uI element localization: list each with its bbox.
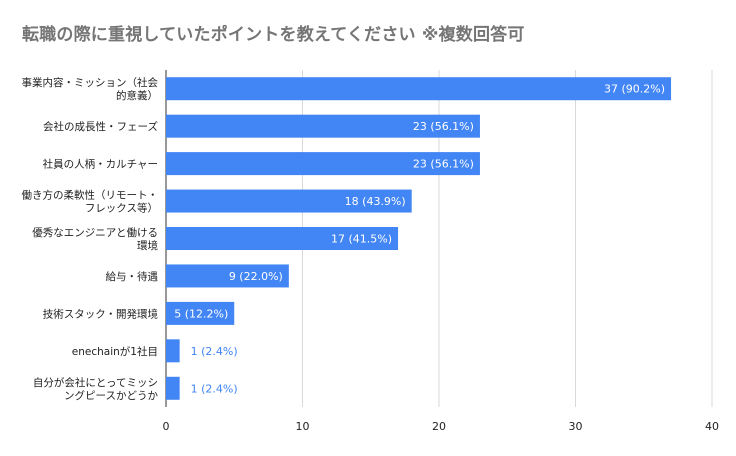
category-label-line: ングピースかどうか xyxy=(64,389,158,402)
bar xyxy=(166,152,480,176)
category-label-line: 社員の人柄・カルチャー xyxy=(43,158,158,171)
category-label: 会社の成長性・フェーズ xyxy=(43,120,158,133)
x-tick-label: 40 xyxy=(705,420,719,433)
category-label-line: 自分が会社にとってミッシ xyxy=(33,376,158,389)
x-tick-label: 30 xyxy=(569,420,583,433)
data-label: 18 (43.9%) xyxy=(345,195,406,208)
category-label-line: 会社の成長性・フェーズ xyxy=(43,120,158,133)
chart-title: 転職の際に重視していたポイントを教えてください ※複数回答可 xyxy=(22,25,525,45)
category-label-line: 環境 xyxy=(137,239,158,252)
category-label: 技術スタック・開発環境 xyxy=(43,307,158,320)
category-label: 事業内容・ミッション（社会的意義） xyxy=(22,76,159,102)
bar xyxy=(166,339,180,363)
x-tick-label: 0 xyxy=(163,420,170,433)
category-label-line: enechainが1社目 xyxy=(72,345,158,358)
x-tick-label: 20 xyxy=(432,420,446,433)
data-label: 5 (12.2%) xyxy=(174,307,228,320)
data-label: 1 (2.4%) xyxy=(191,382,238,395)
category-label-line: 技術スタック・開発環境 xyxy=(43,307,158,320)
bar xyxy=(166,114,480,138)
data-label: 1 (2.4%) xyxy=(191,345,238,358)
bar xyxy=(166,264,289,288)
bar xyxy=(166,301,235,325)
data-label: 17 (41.5%) xyxy=(331,233,392,246)
x-tick-label: 10 xyxy=(296,420,310,433)
category-label-line: フレックス等） xyxy=(85,202,158,215)
category-label: 働き方の柔軟性（リモート・フレックス等） xyxy=(22,189,159,215)
category-label-line: 事業内容・ミッション（社会 xyxy=(22,76,159,89)
category-label-line: 優秀なエンジニアと働ける xyxy=(32,226,158,239)
category-label-line: 的意義） xyxy=(116,89,158,102)
data-label: 23 (56.1%) xyxy=(413,120,474,133)
category-label-line: 働き方の柔軟性（リモート・ xyxy=(22,189,159,202)
bar xyxy=(166,376,180,400)
category-label: 社員の人柄・カルチャー xyxy=(43,158,158,171)
bar xyxy=(166,227,399,250)
data-label: 23 (56.1%) xyxy=(413,158,474,171)
category-label-line: 給与・待遇 xyxy=(106,270,159,283)
category-label: enechainが1社目 xyxy=(72,345,158,358)
category-label: 優秀なエンジニアと働ける環境 xyxy=(32,226,158,252)
category-label: 自分が会社にとってミッシングピースかどうか xyxy=(33,376,159,402)
data-label: 37 (90.2%) xyxy=(604,83,665,96)
data-label: 9 (22.0%) xyxy=(229,270,283,283)
bar xyxy=(166,189,412,213)
bar xyxy=(166,77,672,101)
category-label: 給与・待遇 xyxy=(106,270,159,283)
